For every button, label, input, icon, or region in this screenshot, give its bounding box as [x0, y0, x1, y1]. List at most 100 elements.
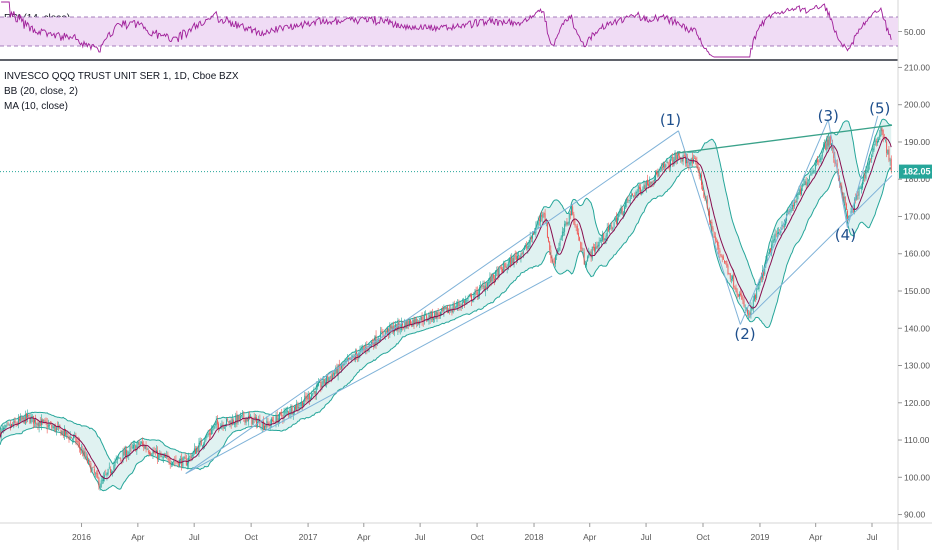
candle-body — [695, 157, 697, 161]
candle-body — [632, 193, 633, 196]
wave-label: (3) — [818, 107, 839, 125]
candle-body — [642, 189, 644, 192]
candle-body — [706, 199, 708, 209]
candle-body — [856, 194, 858, 200]
candle-body — [161, 456, 163, 458]
candle-body — [729, 273, 731, 279]
time-tick-label: Apr — [357, 532, 370, 542]
candle-body — [827, 139, 829, 146]
candle-body — [724, 260, 725, 263]
candle-body — [796, 193, 798, 203]
candle-body — [226, 418, 227, 425]
candle-body — [404, 322, 406, 329]
candle-body — [44, 420, 46, 421]
candle-body — [457, 302, 459, 307]
candle-body — [307, 394, 309, 399]
candle-body — [391, 326, 393, 330]
time-tick-label: Oct — [696, 532, 710, 542]
candle-body — [606, 227, 608, 237]
candle-body — [195, 448, 196, 454]
candle-body — [360, 348, 362, 350]
candle-body — [154, 452, 156, 454]
candle-body — [433, 318, 434, 321]
candle-body — [625, 202, 627, 207]
candle-body — [88, 459, 89, 462]
candle-body — [509, 259, 510, 263]
candle-body — [8, 424, 10, 425]
candle-body — [326, 376, 328, 384]
candle-body — [667, 162, 669, 165]
candle-body — [414, 318, 416, 324]
candle-body — [379, 340, 380, 342]
candle-body — [85, 455, 87, 458]
candle-body — [374, 336, 376, 347]
candle-body — [105, 474, 107, 475]
wedge-upper-line — [676, 124, 893, 154]
candle-body — [650, 181, 652, 184]
candle-body — [624, 206, 625, 214]
candle-body — [444, 307, 446, 309]
candle-body — [19, 418, 20, 421]
candle-body — [670, 159, 671, 168]
candle-body — [890, 158, 892, 172]
candle-body — [343, 363, 345, 366]
candle-body — [684, 155, 686, 164]
candle-body — [484, 285, 486, 292]
candle-body — [55, 427, 57, 432]
candle-body — [116, 457, 118, 461]
candle-body — [748, 313, 750, 315]
candle-body — [72, 439, 73, 440]
candle-body — [820, 157, 822, 160]
candle-body — [98, 477, 100, 487]
candle-body — [443, 307, 445, 312]
candle-body — [429, 315, 431, 320]
candle-body — [99, 486, 101, 488]
candle-body — [601, 240, 602, 242]
candle-body — [319, 381, 321, 383]
candle-body — [868, 160, 870, 165]
candle-body — [589, 251, 591, 253]
candle-body — [5, 425, 7, 428]
candle-body — [322, 378, 324, 385]
candle-body — [465, 299, 467, 304]
candle-body — [686, 157, 687, 164]
price-tick-label: 130.00 — [904, 361, 930, 371]
candle-body — [710, 222, 712, 224]
candle-body — [795, 200, 797, 203]
candle-body — [334, 372, 336, 376]
candle-body — [889, 160, 891, 161]
candle-body — [742, 299, 744, 301]
time-tick-label: Apr — [131, 532, 144, 542]
candle-body — [267, 422, 269, 424]
candle-body — [495, 270, 497, 280]
candle-body — [880, 127, 882, 136]
candle-body — [730, 279, 732, 281]
candle-body — [353, 357, 355, 359]
candle-body — [540, 214, 541, 223]
candle-body — [456, 305, 457, 307]
candle-body — [184, 456, 186, 460]
time-tick-label: 2018 — [525, 532, 544, 542]
candle-body — [725, 261, 727, 263]
candle-body — [283, 412, 285, 418]
candle-body — [47, 424, 49, 428]
candle-body — [671, 157, 673, 159]
candle-body — [658, 170, 660, 177]
candle-body — [177, 460, 179, 466]
candle-body — [260, 427, 262, 429]
candle-body — [582, 251, 584, 253]
candle-body — [566, 222, 568, 224]
candle-body — [142, 442, 144, 445]
candle-body — [822, 146, 824, 151]
candle-body — [66, 431, 68, 434]
candle-body — [100, 480, 102, 488]
candle-body — [713, 231, 715, 238]
candle-body — [13, 421, 15, 427]
candle-body — [311, 394, 313, 400]
candle-body — [3, 427, 4, 430]
candle-body — [749, 312, 751, 317]
candle-body — [136, 445, 138, 451]
candle-body — [873, 145, 875, 151]
candle-body — [192, 451, 194, 457]
